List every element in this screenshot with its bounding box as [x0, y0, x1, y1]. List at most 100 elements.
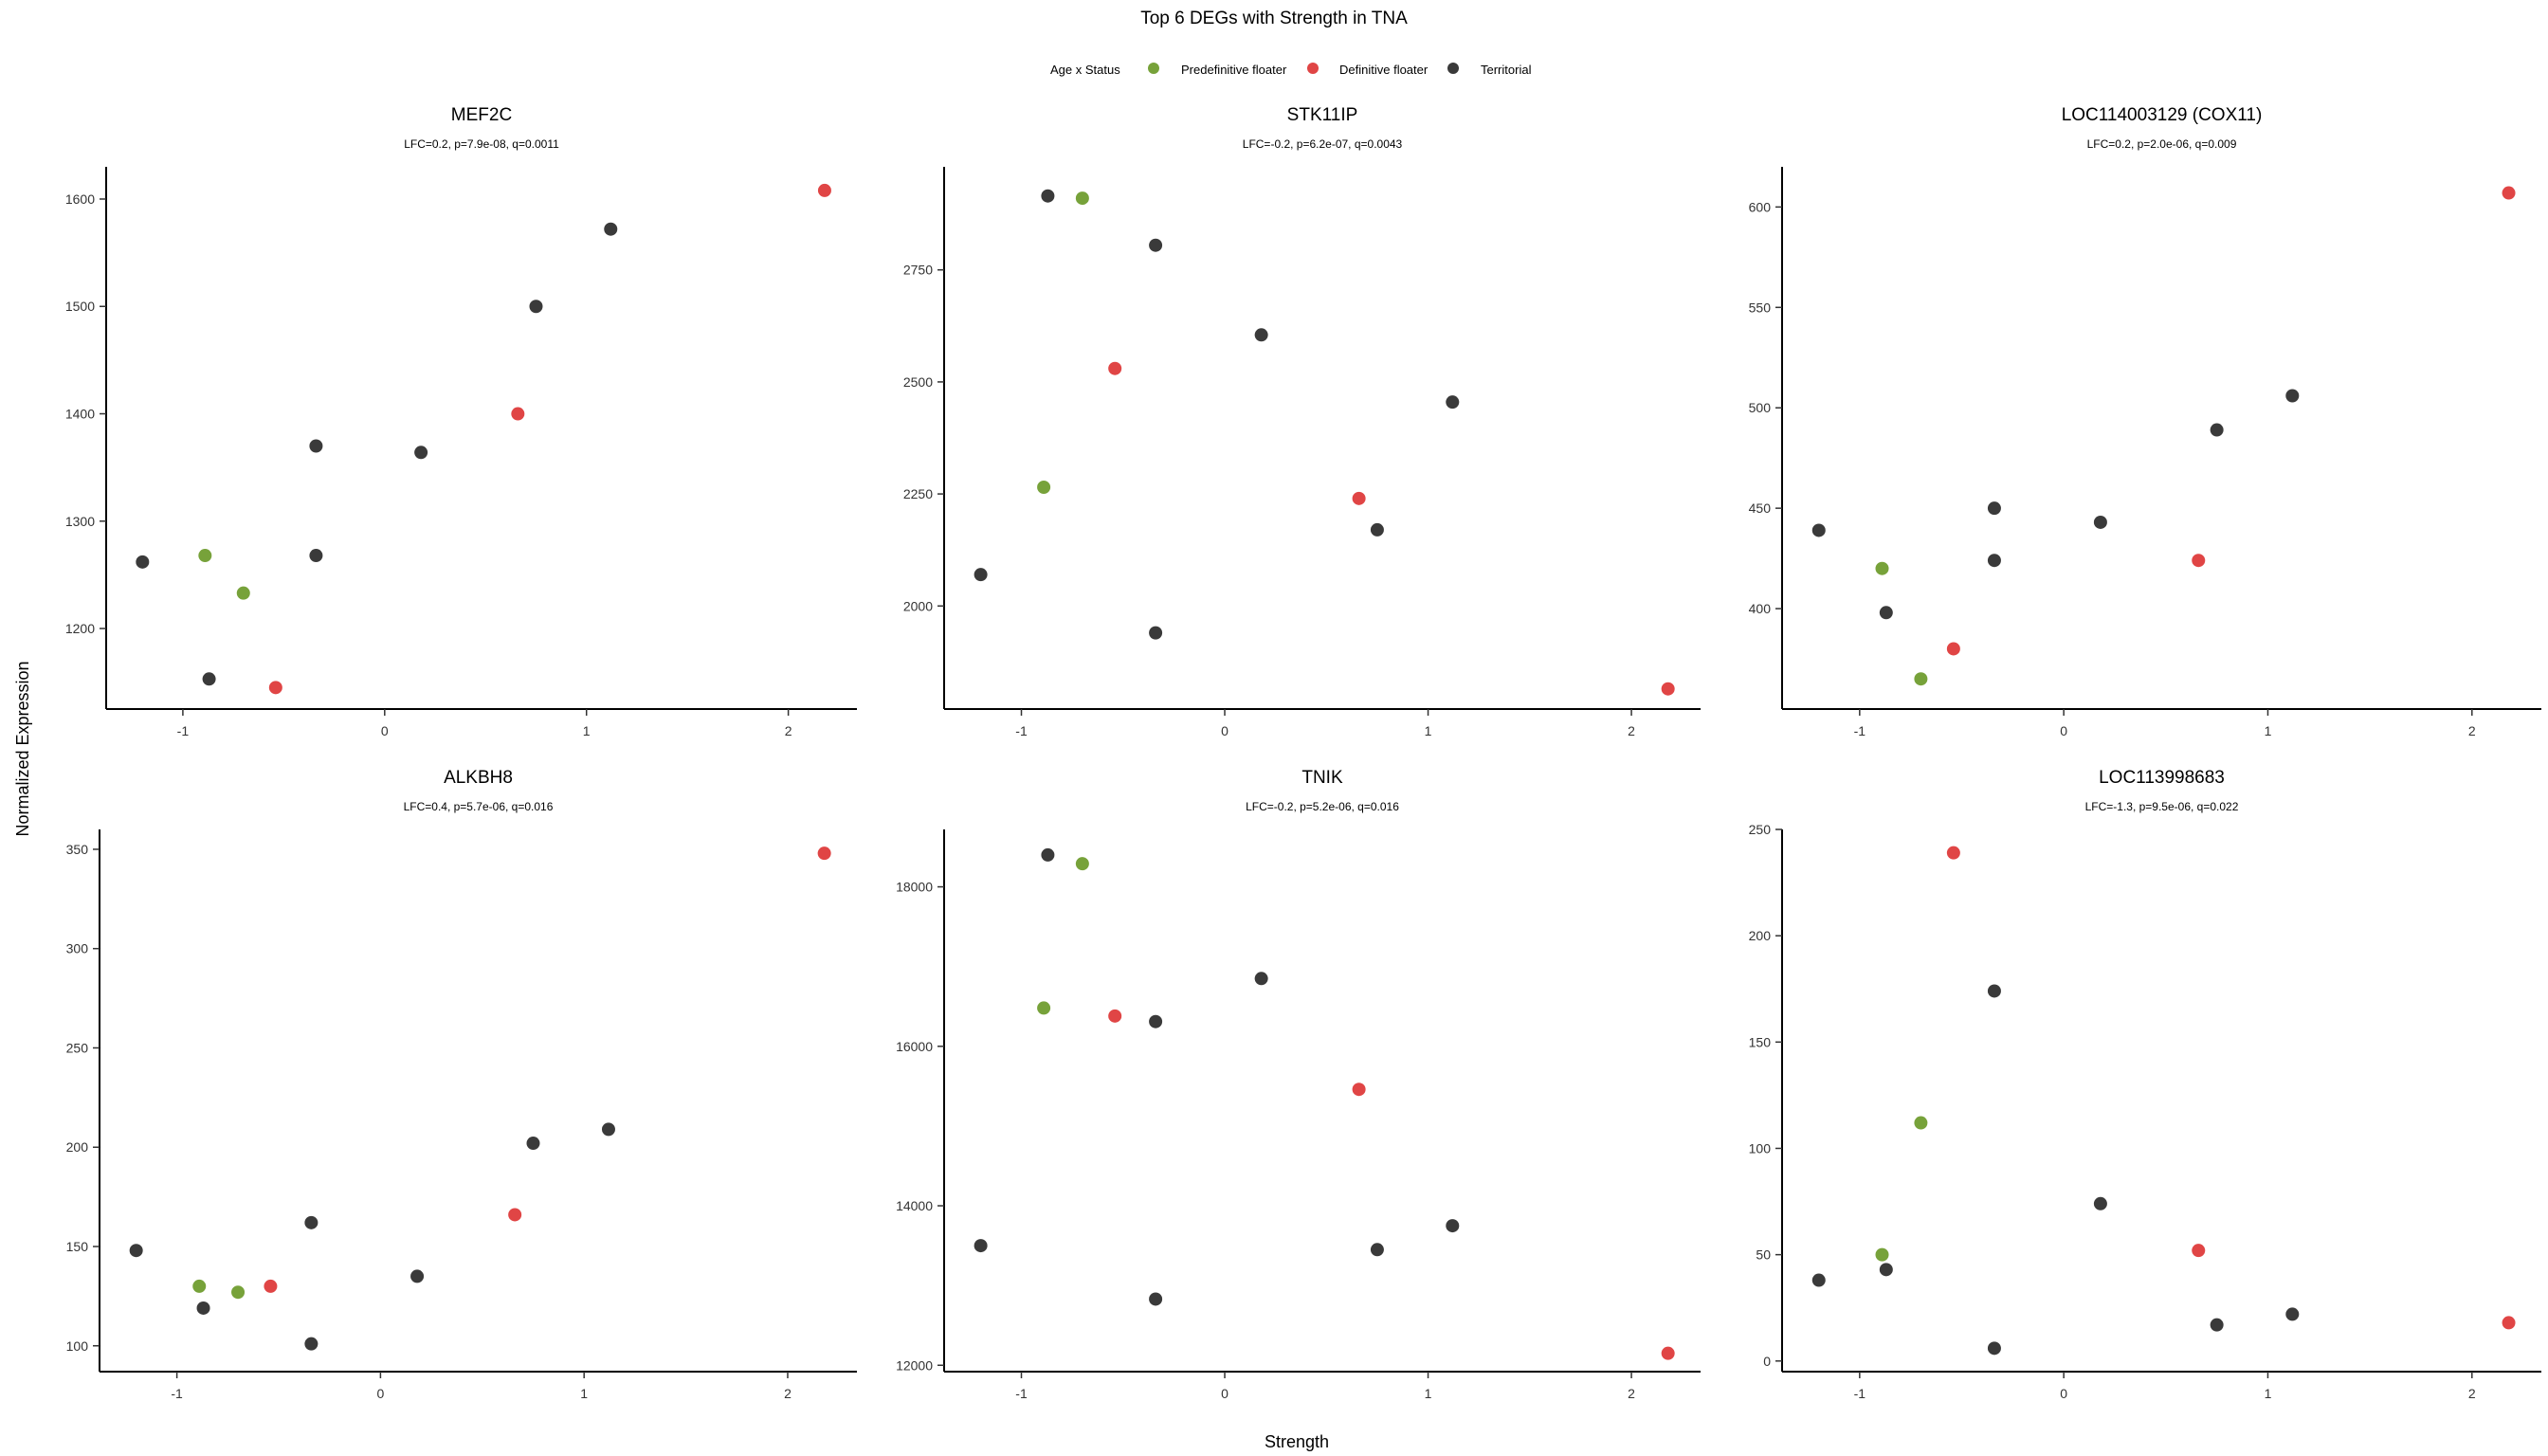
- x-tick-label: 0: [377, 1386, 385, 1401]
- panel-title: STK11IP: [1287, 105, 1358, 125]
- point-territorial: [1254, 972, 1268, 986]
- y-tick-label: 2750: [903, 263, 933, 278]
- point-predefinitive-floater: [198, 549, 212, 563]
- x-tick-label: -1: [171, 1386, 183, 1401]
- panel-title: ALKBH8: [444, 768, 513, 788]
- y-tick-label: 600: [1749, 199, 1772, 214]
- panel-subtitle: LFC=0.2, p=7.9e-08, q=0.0011: [404, 137, 559, 151]
- point-territorial: [2285, 389, 2300, 403]
- point-territorial: [1879, 606, 1893, 620]
- point-predefinitive-floater: [1875, 1247, 1889, 1262]
- point-definitive-floater: [1108, 1009, 1122, 1023]
- point-definitive-floater: [508, 1208, 522, 1222]
- panel-subtitle: LFC=0.2, p=2.0e-06, q=0.009: [2087, 137, 2237, 151]
- y-tick-label: 250: [1749, 822, 1772, 837]
- y-tick-label: 16000: [896, 1039, 933, 1054]
- point-territorial: [309, 439, 323, 453]
- y-tick-label: 200: [66, 1139, 89, 1155]
- point-territorial: [304, 1337, 318, 1351]
- y-tick-label: 2500: [903, 374, 933, 390]
- point-territorial: [304, 1215, 318, 1229]
- y-tick-label: 12000: [896, 1357, 933, 1373]
- y-tick-label: 2000: [903, 598, 933, 613]
- point-definitive-floater: [2192, 554, 2206, 568]
- point-definitive-floater: [1661, 682, 1675, 696]
- y-tick-label: 200: [1749, 928, 1772, 943]
- y-tick-label: 450: [1749, 500, 1772, 516]
- point-territorial: [1811, 523, 1826, 537]
- point-territorial: [974, 568, 988, 582]
- point-territorial: [1149, 1014, 1163, 1028]
- legend-label-definitive: Definitive floater: [1339, 63, 1429, 77]
- x-axis-label: Strength: [1265, 1432, 1329, 1451]
- legend-title: Age x Status: [1050, 63, 1120, 77]
- x-tick-label: 2: [785, 723, 792, 738]
- panel-title: MEF2C: [451, 105, 512, 125]
- point-definitive-floater: [1108, 361, 1122, 375]
- point-territorial: [1987, 501, 2001, 516]
- point-territorial: [1041, 847, 1055, 862]
- point-predefinitive-floater: [1037, 1001, 1051, 1015]
- x-tick-label: 0: [1221, 1386, 1228, 1401]
- point-predefinitive-floater: [1075, 191, 1089, 206]
- x-tick-label: 2: [784, 1386, 792, 1401]
- y-tick-label: 150: [1749, 1034, 1772, 1049]
- point-predefinitive-floater: [236, 586, 250, 600]
- point-definitive-floater: [1946, 846, 1960, 860]
- x-tick-label: 1: [1425, 723, 1432, 738]
- y-tick-label: 14000: [896, 1198, 933, 1213]
- point-predefinitive-floater: [231, 1285, 246, 1300]
- y-tick-label: 2250: [903, 486, 933, 501]
- point-territorial: [1041, 189, 1055, 203]
- point-predefinitive-floater: [1875, 561, 1889, 575]
- point-territorial: [1370, 1243, 1384, 1257]
- point-predefinitive-floater: [1914, 1116, 1928, 1130]
- point-territorial: [1149, 238, 1163, 252]
- x-tick-label: 2: [2468, 1386, 2476, 1401]
- panel-title: LOC113998683: [2099, 768, 2225, 788]
- y-axis-label: Normalized Expression: [13, 661, 32, 836]
- panel-subtitle: LFC=-0.2, p=5.2e-06, q=0.016: [1246, 800, 1399, 813]
- legend: Age x Status Predefinitive floater Defin…: [1050, 63, 1532, 77]
- panel-subtitle: LFC=-0.2, p=6.2e-07, q=0.0043: [1243, 137, 1403, 151]
- point-territorial: [974, 1239, 988, 1253]
- x-tick-label: 1: [1425, 1386, 1432, 1401]
- point-definitive-floater: [1352, 1083, 1366, 1097]
- panel-3: LOC114003129 (COX11) LFC=0.2, p=2.0e-06, …: [1749, 105, 2541, 738]
- panel-subtitle: LFC=0.4, p=5.7e-06, q=0.016: [404, 800, 554, 813]
- figure-title: Top 6 DEGs with Strength in TNA: [1140, 9, 1408, 28]
- point-definitive-floater: [2502, 186, 2516, 200]
- point-territorial: [526, 1137, 540, 1151]
- y-tick-label: 50: [1756, 1247, 1771, 1263]
- x-tick-label: 1: [2265, 1386, 2272, 1401]
- point-definitive-floater: [817, 183, 831, 197]
- panel-5: TNIK LFC=-0.2, p=5.2e-06, q=0.016 -1 0 1 2 120…: [896, 768, 1701, 1401]
- x-tick-label: 2: [1628, 1386, 1635, 1401]
- point-definitive-floater: [1661, 1346, 1675, 1360]
- point-territorial: [1446, 1219, 1460, 1233]
- point-territorial: [414, 446, 428, 460]
- y-tick-label: 1300: [65, 514, 95, 529]
- y-tick-label: 18000: [896, 880, 933, 895]
- y-tick-label: 1400: [65, 407, 95, 422]
- y-tick-label: 250: [66, 1040, 89, 1055]
- y-tick-label: 100: [66, 1338, 89, 1354]
- point-territorial: [2093, 1196, 2107, 1210]
- point-territorial: [309, 549, 323, 563]
- legend-swatch-predefinitive: [1148, 63, 1159, 74]
- y-tick-label: 350: [66, 842, 89, 857]
- x-tick-label: 1: [580, 1386, 588, 1401]
- y-tick-label: 1200: [65, 621, 95, 636]
- panel-1: MEF2C LFC=0.2, p=7.9e-08, q=0.0011 -1 0 1 2 12…: [65, 105, 857, 738]
- point-territorial: [1254, 328, 1268, 342]
- x-tick-label: 0: [2060, 1386, 2067, 1401]
- y-tick-label: 550: [1749, 300, 1772, 315]
- panel-2: STK11IP LFC=-0.2, p=6.2e-07, q=0.0043 -1 0 1…: [903, 105, 1701, 738]
- point-definitive-floater: [817, 846, 831, 861]
- point-territorial: [529, 300, 543, 314]
- panel-6: LOC113998683 LFC=-1.3, p=9.5e-06, q=0.022…: [1749, 768, 2541, 1401]
- legend-label-territorial: Territorial: [1481, 63, 1532, 77]
- point-territorial: [2210, 423, 2224, 437]
- point-predefinitive-floater: [1914, 672, 1928, 686]
